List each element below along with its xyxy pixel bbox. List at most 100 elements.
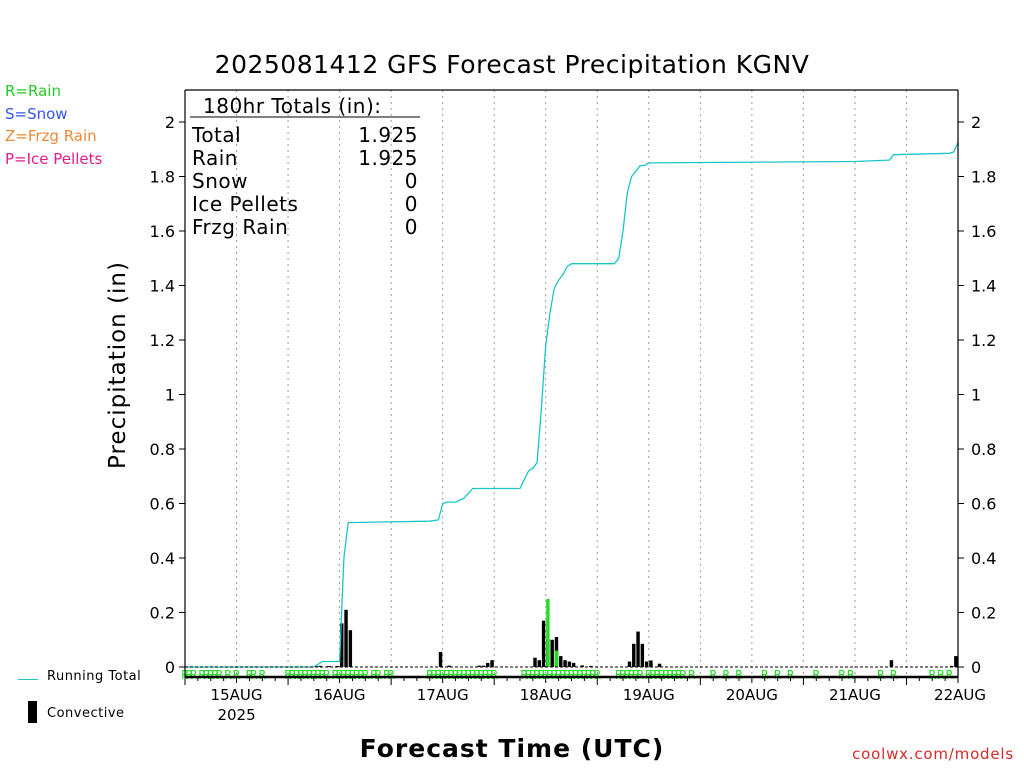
totals-row-label: Rain	[192, 146, 238, 170]
y-tick-label-left: 0.6	[150, 495, 175, 514]
ptype-marker: R	[426, 668, 434, 682]
ptype-marker: R	[473, 668, 481, 682]
ptype-marker: R	[340, 668, 348, 682]
ptype-marker: R	[315, 668, 323, 682]
convective-bar	[438, 652, 443, 667]
ptype-marker: R	[388, 668, 396, 682]
convective-bar	[477, 665, 481, 667]
ptype-marker: R	[332, 668, 340, 682]
convective-bar	[335, 665, 340, 667]
ptype-marker: R	[529, 668, 537, 682]
ptype-marker: R	[847, 668, 855, 682]
convective-bar	[889, 660, 894, 667]
ptype-marker: R	[211, 668, 219, 682]
convective-bar	[563, 660, 567, 667]
date-label: 17AUG	[417, 686, 469, 704]
ptype-marker: R	[722, 668, 730, 682]
ptype-marker: R	[615, 668, 623, 682]
ptype-marker: R	[662, 668, 670, 682]
ptype-marker: R	[813, 668, 821, 682]
ptype-marker: R	[937, 668, 945, 682]
y-tick-label-right: 1.4	[971, 277, 996, 296]
date-label: 20AUG	[726, 686, 778, 704]
convective-legend-swatch	[28, 701, 37, 723]
y-tick-label-right: 2	[971, 113, 981, 132]
y-tick-label-right: 1	[971, 386, 981, 405]
totals-row-label: Ice Pellets	[192, 192, 298, 216]
convective-bar	[541, 620, 546, 667]
ptype-marker: R	[671, 668, 679, 682]
y-tick-label-left: 0.8	[150, 440, 175, 459]
convective-bar	[486, 662, 490, 667]
convective-bar	[580, 665, 584, 667]
totals-header: 180hr Totals (in):	[203, 94, 382, 118]
ptype-marker: R	[542, 668, 550, 682]
rain-bar	[546, 598, 550, 667]
totals-table: 180hr Totals (in): Total 1.925 Rain 1.925 Sno…	[190, 94, 420, 239]
y-tick-label-left: 0.4	[150, 549, 175, 568]
ptype-marker: R	[654, 668, 662, 682]
y-tick-label-right: 0.4	[971, 549, 996, 568]
ptype-marker: R	[572, 668, 580, 682]
ptype-marker: R	[443, 668, 451, 682]
ptype-marker: R	[491, 668, 499, 682]
ptype-marker: R	[585, 668, 593, 682]
ptype-marker: R	[224, 668, 232, 682]
ptype-marker: R	[465, 668, 473, 682]
ptype-marker: R	[486, 668, 494, 682]
ptype-marker: R	[259, 668, 267, 682]
date-label: 18AUG	[520, 686, 572, 704]
convective-bar	[344, 609, 348, 667]
convective-bar	[327, 665, 331, 667]
totals-row-label: Total	[191, 123, 241, 147]
ptype-marker: R	[761, 668, 769, 682]
ptype-marker: R	[345, 668, 353, 682]
ptype-marker: R	[435, 668, 443, 682]
y-tick-label-left: 1.8	[150, 168, 175, 187]
convective-bar	[340, 623, 344, 667]
ptype-marker: R	[362, 668, 370, 682]
ptype-marker: R	[946, 668, 954, 682]
ptype-marker: R	[306, 668, 314, 682]
ptype-marker: R	[688, 668, 696, 682]
y-tick-label-right: 0.8	[971, 440, 996, 459]
ptype-marker: R	[624, 668, 632, 682]
running-total-series	[185, 142, 959, 668]
y-tick-label-left: 1.2	[150, 331, 175, 350]
ptype-marker: R	[534, 668, 542, 682]
ptype-marker: R	[538, 668, 546, 682]
ptype-marker: R	[637, 668, 645, 682]
totals-row-label: Snow	[192, 169, 248, 193]
ptype-marker: R	[576, 668, 584, 682]
ptype-marker: R	[207, 668, 215, 682]
legend-rain: R=Rain	[5, 82, 61, 100]
convective-bar	[632, 643, 636, 667]
ptype-marker: R	[456, 668, 464, 682]
date-label: 15AUG	[211, 686, 263, 704]
ptype-marker: R	[430, 668, 438, 682]
running-total-legend-label: Running Total	[47, 669, 142, 684]
ptype-marker: R	[297, 668, 305, 682]
convective-bar	[954, 656, 958, 667]
ptype-marker: R	[680, 668, 688, 682]
rain-bar	[554, 650, 559, 667]
ptype-marker: R	[594, 668, 602, 682]
ptype-marker: R	[838, 668, 846, 682]
ptype-marker: R	[735, 668, 743, 682]
y-tick-label-left: 1	[165, 386, 175, 405]
ptype-marker: R	[469, 668, 477, 682]
totals-row-value: 1.925	[358, 123, 418, 147]
ptype-marker: R	[929, 668, 937, 682]
ptype-marker: R	[555, 668, 563, 682]
legend-snow: S=Snow	[5, 105, 68, 123]
y-tick-label-left: 1.6	[150, 222, 175, 241]
ptype-marker: R	[452, 668, 460, 682]
convective-bar	[567, 661, 572, 667]
ptype-marker: R	[250, 668, 258, 682]
ptype-marker: R	[186, 668, 194, 682]
year-label: 2025	[217, 706, 255, 724]
bar-marks	[314, 598, 958, 667]
convective-bar	[589, 665, 593, 667]
y-tick-label-right: 1.6	[971, 222, 996, 241]
